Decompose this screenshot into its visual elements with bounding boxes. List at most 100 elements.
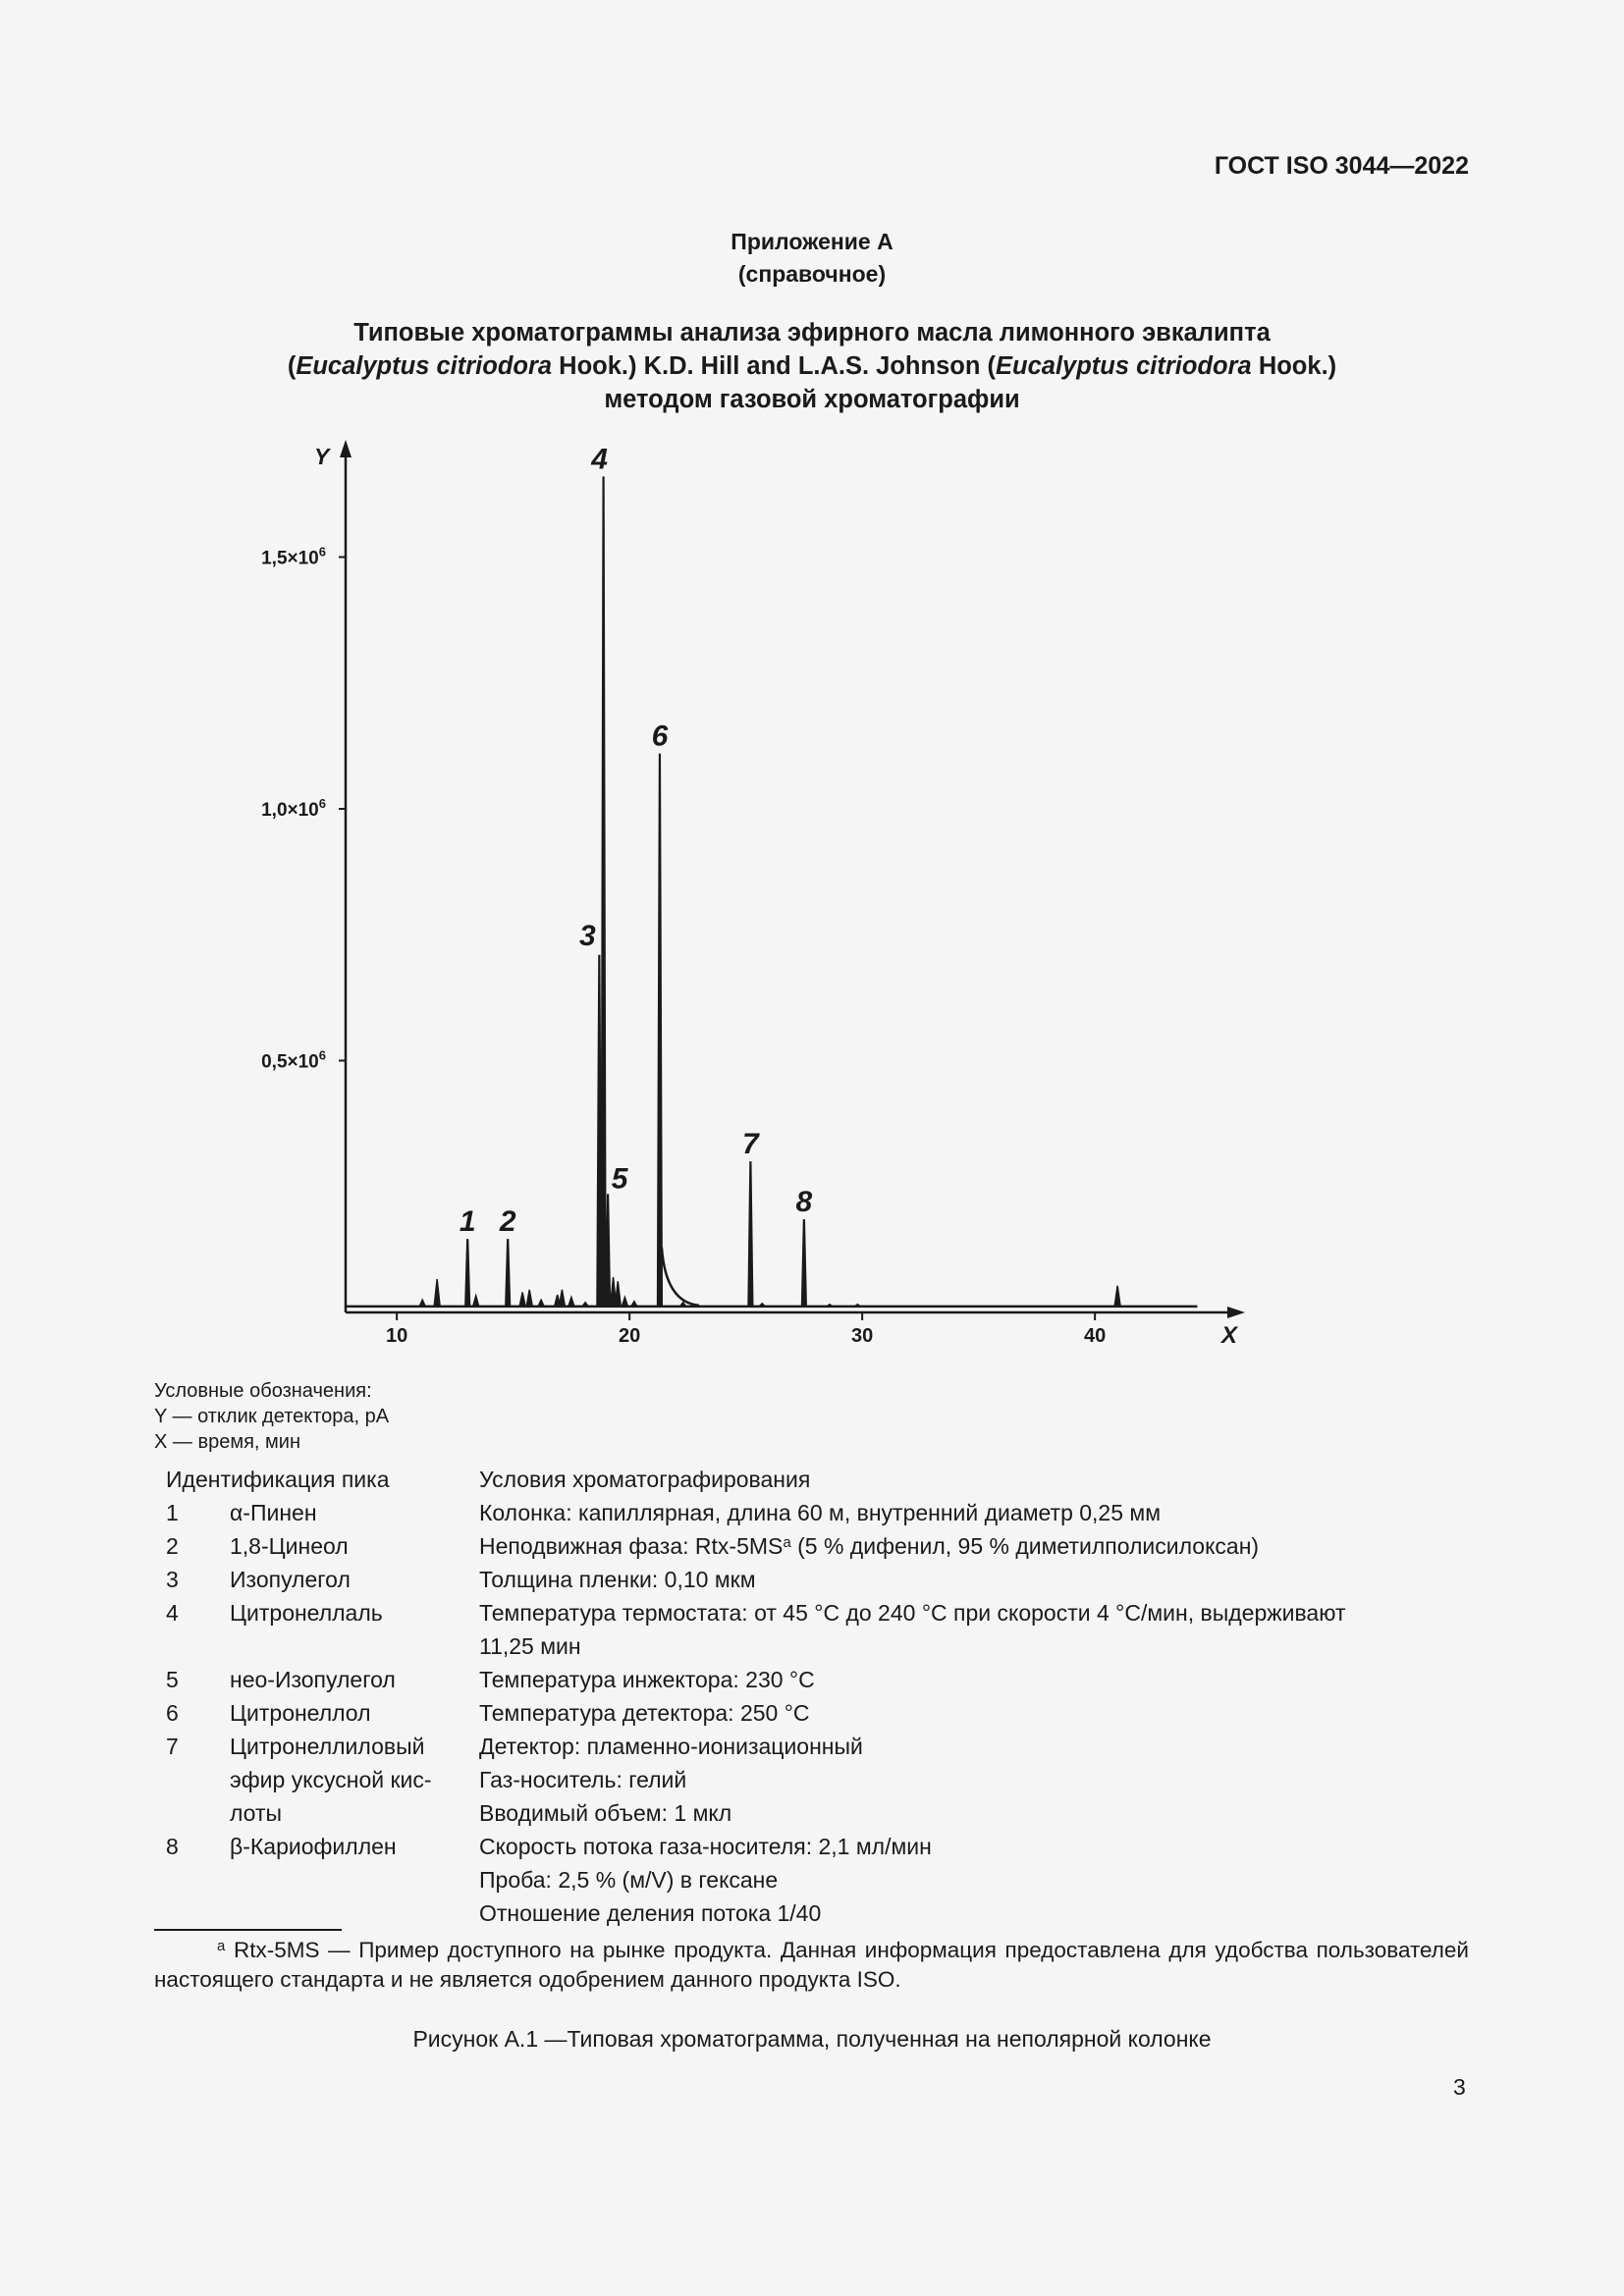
peak-8 xyxy=(800,1219,807,1307)
minor-peak xyxy=(418,1298,426,1308)
species-name: Eucalyptus citriodora xyxy=(996,352,1252,380)
peak-3 xyxy=(596,954,603,1307)
condition: Температура детектора: 250 °C xyxy=(479,1700,810,1726)
peak-2 xyxy=(505,1239,512,1307)
standard-number: ГОСТ ISO 3044—2022 xyxy=(1214,152,1469,180)
x-tick-label: 30 xyxy=(851,1325,873,1347)
species-name: Eucalyptus citriodora xyxy=(296,352,553,380)
peak-header: Идентификация пика xyxy=(166,1467,390,1492)
peak-name: Цитронеллиловый эфир уксусной кис- лоты xyxy=(230,1734,432,1826)
peak-6 xyxy=(656,753,664,1307)
appendix-subtitle: (справочное) xyxy=(737,261,887,287)
minor-peak xyxy=(853,1303,861,1308)
peak-label-4: 4 xyxy=(590,443,608,475)
minor-peak xyxy=(518,1292,526,1307)
footnote-ref: a xyxy=(783,1534,791,1551)
footnote-divider xyxy=(154,1929,342,1931)
y-axis-label: Y xyxy=(314,444,332,469)
footnote-text: Rtx-5MS — Пример доступного на рынке про… xyxy=(154,1938,1469,1992)
minor-peak xyxy=(433,1279,441,1307)
y-tick-label: 0,5×106 xyxy=(261,1048,326,1073)
appendix-title: Приложение А xyxy=(731,229,893,254)
table-row: 1 α-Пинен Колонка: капиллярная, длина 60 м… xyxy=(154,1496,1470,1529)
peak-number: 5 xyxy=(166,1667,179,1692)
table-header: Идентификация пика Условия хроматографир… xyxy=(154,1463,1470,1496)
table-row: 2 1,8-Цинеол Неподвижная фаза: Rtx-5MSa (5… xyxy=(154,1529,1470,1563)
legend: Условные обозначения: Y — отклик детекто… xyxy=(154,1378,389,1455)
peak-label-8: 8 xyxy=(796,1186,813,1218)
condition-text: (5 % дифенил, 95 % диметилполисилоксан) xyxy=(790,1533,1260,1559)
minor-peak xyxy=(581,1301,589,1308)
peak-number: 3 xyxy=(166,1567,179,1592)
condition: Неподвижная фаза: Rtx-5MSa (5 % дифенил,… xyxy=(479,1529,1470,1563)
appendix-heading: Приложение А (справочное) xyxy=(0,226,1624,291)
table-row: 7 Цитронеллиловый эфир уксусной кис- лоты… xyxy=(154,1730,1470,1830)
y-tick-label: 1,0×106 xyxy=(261,796,326,821)
peak-name: Цитронеллаль xyxy=(230,1600,383,1626)
peak-7 xyxy=(747,1161,754,1307)
minor-peak xyxy=(471,1293,480,1308)
minor-peak xyxy=(1113,1285,1121,1307)
peak-name: β-Кариофиллен xyxy=(230,1834,397,1859)
minor-peak xyxy=(558,1289,567,1307)
peak-label-5: 5 xyxy=(612,1162,629,1195)
table-row: 4 Цитронеллаль Температура термостата: от … xyxy=(154,1596,1470,1663)
y-axis-arrow-icon xyxy=(340,440,352,457)
condition-text: Неподвижная фаза: Rtx-5MS xyxy=(479,1533,784,1559)
peak-label-7: 7 xyxy=(742,1128,760,1160)
condition: Толщина пленки: 0,10 мкм xyxy=(479,1567,756,1592)
peak-4 xyxy=(600,476,607,1307)
table-row: 3 Изопулегол Толщина пленки: 0,10 мкм xyxy=(154,1563,1470,1596)
peak-name: 1,8-Цинеол xyxy=(230,1533,349,1559)
minor-peak xyxy=(525,1289,533,1307)
figure-caption: Рисунок А.1 —Типовая хроматограмма, полу… xyxy=(412,2026,1212,2052)
table-row: 8 β-Кариофиллен Скорость потока газа-носит… xyxy=(154,1830,1470,1930)
x-axis-label: X xyxy=(1219,1322,1239,1349)
peak-number: 6 xyxy=(166,1700,179,1726)
minor-peak xyxy=(609,1277,618,1307)
peak-name: Изопулегол xyxy=(230,1567,351,1592)
legend-x: X — время, мин xyxy=(154,1431,300,1453)
peak-number: 4 xyxy=(166,1600,179,1626)
peak-label-3: 3 xyxy=(579,920,596,952)
peak-number: 8 xyxy=(166,1834,179,1859)
table-row: 5 нео-Изопулегол Температура инжектора: 23… xyxy=(154,1663,1470,1696)
condition: Температура инжектора: 230 °C xyxy=(479,1667,815,1692)
peak-6-tail xyxy=(660,1247,700,1308)
minor-peak xyxy=(679,1301,687,1308)
peak-number: 1 xyxy=(166,1500,179,1525)
peak-name: Цитронеллол xyxy=(230,1700,371,1726)
page-number: 3 xyxy=(1453,2074,1466,2100)
peak-number: 7 xyxy=(166,1734,179,1759)
condition: Температура термостата: от 45 °C до 240 … xyxy=(479,1600,1346,1659)
legend-heading: Условные обозначения: xyxy=(154,1380,372,1402)
legend-y: Y — отклик детектора, pA xyxy=(154,1406,390,1427)
title-line-3: методом газовой хроматографии xyxy=(604,386,1020,413)
condition: Колонка: капиллярная, длина 60 м, внутре… xyxy=(479,1500,1162,1525)
footnote-mark: a xyxy=(217,1938,226,1954)
peak-1 xyxy=(464,1239,471,1307)
peak-name: α-Пинен xyxy=(230,1500,317,1525)
x-tick-label: 20 xyxy=(619,1325,640,1347)
minor-peak xyxy=(614,1281,623,1307)
title-line-1: Типовые хроматограммы анализа эфирного м… xyxy=(353,319,1271,347)
peak-name: нео-Изопулегол xyxy=(230,1667,396,1692)
minor-peak xyxy=(630,1300,638,1308)
title-part: ( xyxy=(287,352,297,380)
minor-peak xyxy=(537,1298,545,1308)
minor-peak xyxy=(758,1302,766,1308)
peak-label-1: 1 xyxy=(460,1205,476,1238)
peak-number: 2 xyxy=(166,1533,179,1559)
x-tick-label: 10 xyxy=(386,1325,407,1347)
title-part: Hook.) K.D. Hill and L.A.S. Johnson ( xyxy=(552,352,996,380)
title-line-2: (Eucalyptus citriodora Hook.) K.D. Hill … xyxy=(0,349,1624,383)
condition: Скорость потока газа-носителя: 2,1 мл/ми… xyxy=(479,1834,932,1926)
x-tick-label: 40 xyxy=(1084,1325,1106,1347)
minor-peak xyxy=(621,1295,629,1308)
minor-peak xyxy=(826,1303,834,1308)
minor-peak xyxy=(568,1295,575,1308)
title-part: Hook.) xyxy=(1251,352,1337,380)
y-tick-label: 1,5×106 xyxy=(261,545,326,569)
conditions-header: Условия хроматографирования xyxy=(479,1467,811,1492)
